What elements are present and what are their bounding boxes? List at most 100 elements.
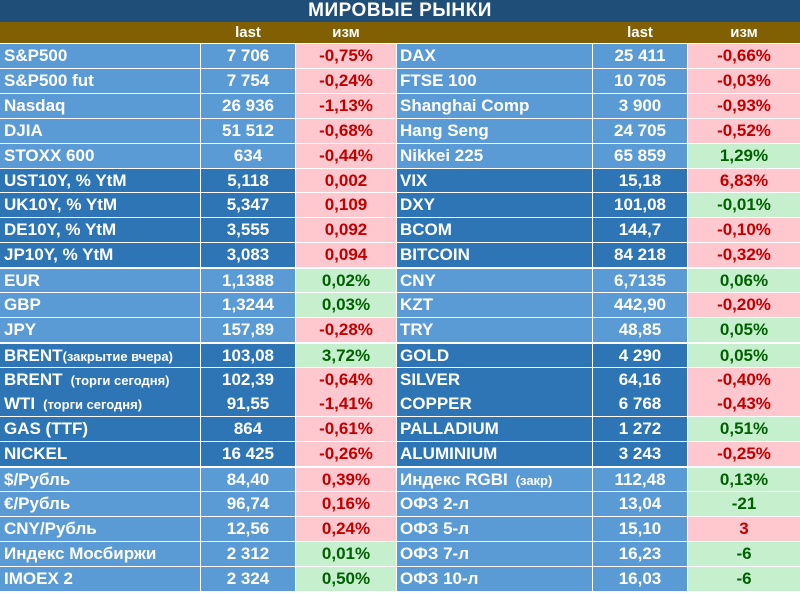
change-value-right: -0,66% bbox=[688, 44, 800, 68]
last-value-right: 4 290 bbox=[593, 342, 687, 367]
change-value-left: -0,28% bbox=[296, 317, 396, 342]
table-row: WTI (торги сегодня) 91,55 -1,41% COPPER 6 768… bbox=[0, 392, 800, 417]
instrument-name-right: ОФЗ 7-л bbox=[397, 541, 592, 566]
last-value-left: 2 324 bbox=[201, 566, 295, 591]
last-value-right: 15,18 bbox=[593, 168, 687, 193]
table-row: BRENT (торги сегодня) 102,39 -0,64% SILVER 64… bbox=[0, 367, 800, 393]
change-value-right: -6 bbox=[688, 541, 800, 566]
table-row: DJIA 51 512 -0,68% Hang Seng 24 705 -0,52% bbox=[0, 118, 800, 144]
last-value-left: 7 754 bbox=[201, 68, 295, 93]
change-value-left: 0,16% bbox=[296, 492, 396, 517]
instrument-name-left: WTI (торги сегодня) bbox=[0, 392, 200, 417]
instrument-name-left: UST10Y, % YtM bbox=[0, 168, 200, 193]
instrument-label: UK10Y, % YtM bbox=[4, 195, 118, 215]
instrument-label: BRENT bbox=[4, 369, 63, 389]
instrument-name-right: COPPER bbox=[397, 392, 592, 417]
change-value-right: 3 bbox=[688, 516, 800, 541]
change-value-left: -0,64% bbox=[296, 367, 396, 392]
instrument-label: €/Рубль bbox=[4, 494, 71, 514]
last-value-left: 157,89 bbox=[201, 317, 295, 342]
instrument-label: BCOM bbox=[400, 220, 452, 240]
instrument-label: TRY bbox=[400, 319, 434, 339]
change-value-left: 0,002 bbox=[296, 168, 396, 193]
header-last-right: last bbox=[627, 24, 653, 41]
change-value-left: -0,61% bbox=[296, 417, 396, 442]
change-value-right: -0,93% bbox=[688, 93, 800, 118]
change-value-left: -0,44% bbox=[296, 143, 396, 168]
change-value-left: 0,50% bbox=[296, 566, 396, 591]
instrument-label: SILVER bbox=[400, 369, 461, 389]
last-value-right: 10 705 bbox=[593, 68, 687, 93]
instrument-name-right: VIX bbox=[397, 168, 592, 193]
change-value-right: -0,10% bbox=[688, 218, 800, 243]
last-value-right: 442,90 bbox=[593, 292, 687, 317]
instrument-label: Индекс RGBI bbox=[400, 470, 508, 490]
last-value-left: 84,40 bbox=[201, 467, 295, 492]
change-value-left: -0,24% bbox=[296, 68, 396, 93]
instrument-label: UST10Y, % YtM bbox=[4, 171, 127, 191]
instrument-label: DE10Y, % YtM bbox=[4, 220, 117, 240]
instrument-note: (торги сегодня) bbox=[70, 372, 170, 388]
instrument-name-right: DAX bbox=[397, 44, 592, 68]
change-value-right: 6,83% bbox=[688, 168, 800, 193]
table-row: $/Рубль 84,40 0,39% Индекс RGBI (закр) 112,48… bbox=[0, 467, 800, 492]
instrument-name-right: Shanghai Comp bbox=[397, 93, 592, 118]
instrument-label: S&P500 bbox=[4, 46, 68, 65]
instrument-label: STOXX 600 bbox=[4, 145, 95, 165]
instrument-label: Nikkei 225 bbox=[400, 145, 484, 165]
instrument-label: JPY bbox=[4, 319, 37, 339]
instrument-label: KZT bbox=[400, 294, 434, 314]
change-value-right: -0,40% bbox=[688, 367, 800, 392]
table-row: JP10Y, % YtM 3,083 0,094 BITCOIN 84 218 -0,32… bbox=[0, 243, 800, 268]
last-value-right: 64,16 bbox=[593, 367, 687, 392]
instrument-label: Nasdaq bbox=[4, 95, 66, 115]
instrument-label: Shanghai Comp bbox=[400, 95, 530, 115]
instrument-label: PALLADIUM bbox=[400, 419, 499, 439]
instrument-name-left: JPY bbox=[0, 317, 200, 342]
instrument-name-left: JP10Y, % YtM bbox=[0, 243, 200, 268]
last-value-right: 13,04 bbox=[593, 492, 687, 517]
change-value-left: -0,68% bbox=[296, 118, 396, 143]
change-value-left: 0,109 bbox=[296, 193, 396, 218]
instrument-name-right: SILVER bbox=[397, 367, 592, 392]
change-value-left: 0,03% bbox=[296, 292, 396, 317]
change-value-right: 1,29% bbox=[688, 143, 800, 168]
instrument-label: ОФЗ 2-л bbox=[400, 494, 470, 514]
instrument-label: S&P500 fut bbox=[4, 70, 94, 90]
last-value-right: 65 859 bbox=[593, 143, 687, 168]
last-value-left: 91,55 bbox=[201, 392, 295, 417]
last-value-left: 26 936 bbox=[201, 93, 295, 118]
last-value-right: 112,48 bbox=[593, 467, 687, 492]
instrument-label: DXY bbox=[400, 195, 435, 215]
table-row: IMOEX 2 2 324 0,50% ОФЗ 10-л 16,03 -6 bbox=[0, 566, 800, 592]
instrument-name-right: TRY bbox=[397, 317, 592, 342]
instrument-name-right: ALUMINIUM bbox=[397, 442, 592, 467]
change-value-left: -0,75% bbox=[296, 44, 396, 68]
header-change-right: изм bbox=[730, 24, 758, 41]
instrument-label: Индекс Мосбиржи bbox=[4, 543, 157, 563]
change-value-right: 0,05% bbox=[688, 342, 800, 367]
table-row: UK10Y, % YtM 5,347 0,109 DXY 101,08 -0,01% bbox=[0, 193, 800, 218]
change-value-right: 0,06% bbox=[688, 268, 800, 293]
table-row: STOXX 600 634 -0,44% Nikkei 225 65 859 1,29% bbox=[0, 143, 800, 169]
header-last-left: last bbox=[235, 24, 261, 41]
change-value-right: -0,25% bbox=[688, 442, 800, 467]
last-value-right: 48,85 bbox=[593, 317, 687, 342]
table-row: S&P500 fut 7 754 -0,24% FTSE 100 10 705 -0,03… bbox=[0, 68, 800, 94]
instrument-name-left: S&P500 fut bbox=[0, 68, 200, 93]
last-value-left: 2 312 bbox=[201, 541, 295, 566]
instrument-label: ALUMINIUM bbox=[400, 444, 498, 464]
change-value-right: -0,01% bbox=[688, 193, 800, 218]
last-value-right: 6,7135 bbox=[593, 268, 687, 293]
instrument-label: VIX bbox=[400, 171, 428, 191]
last-value-left: 3,555 bbox=[201, 218, 295, 243]
change-value-right: -0,52% bbox=[688, 118, 800, 143]
header-change-left: изм bbox=[332, 24, 360, 41]
last-value-left: 51 512 bbox=[201, 118, 295, 143]
instrument-name-right: ОФЗ 10-л bbox=[397, 566, 592, 591]
table-row: Индекс Мосбиржи 2 312 0,01% ОФЗ 7-л 16,23 -6 bbox=[0, 541, 800, 567]
quotes-table: S&P500 7 706 -0,75% DAX 25 411 -0,66% S&P500 f… bbox=[0, 44, 800, 592]
change-value-right: -6 bbox=[688, 566, 800, 591]
last-value-left: 5,118 bbox=[201, 168, 295, 193]
instrument-label: JP10Y, % YtM bbox=[4, 245, 114, 265]
